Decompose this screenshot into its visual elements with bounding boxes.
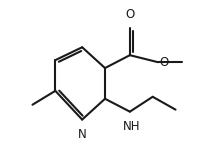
Text: O: O (160, 56, 169, 69)
Text: O: O (125, 7, 134, 21)
Text: N: N (78, 128, 87, 141)
Text: NH: NH (123, 120, 141, 133)
